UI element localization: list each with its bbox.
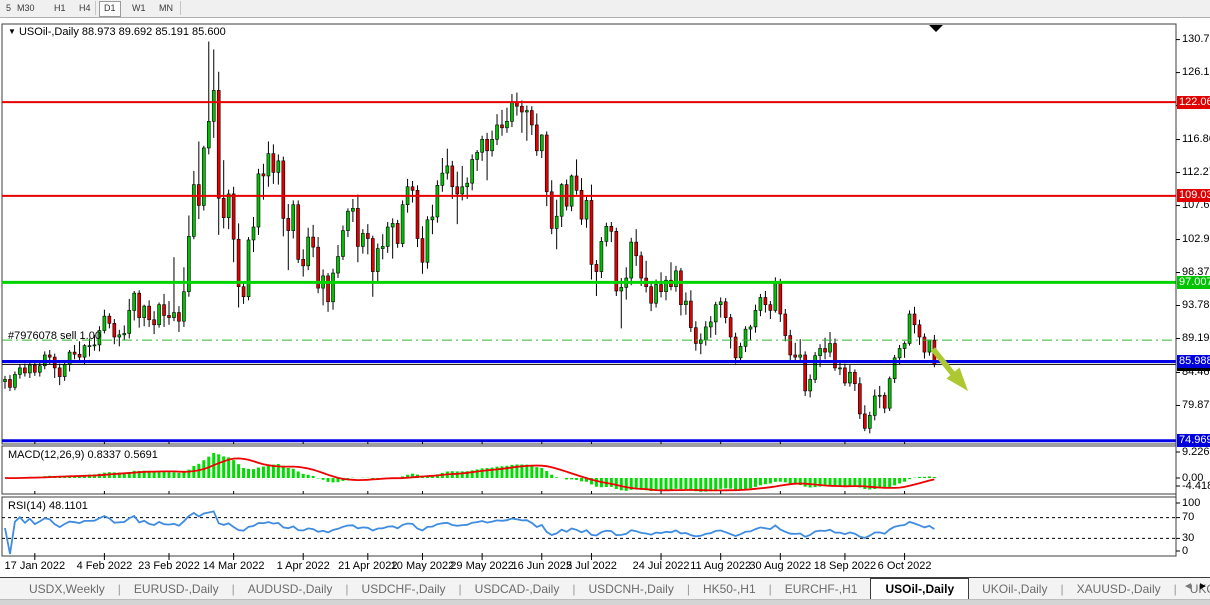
order-line-label: #7976078 sell 1.00	[8, 330, 101, 342]
main-pane-frame	[1, 23, 1177, 445]
window-bottom-strip	[0, 599, 1210, 605]
price-badge-97.007: 97.007	[1177, 275, 1210, 289]
candles-layer	[3, 41, 937, 434]
timeframe-button-m30[interactable]: M30	[17, 3, 35, 13]
chart-tab-bar: USDX,Weekly | EURUSD-,Daily | AUDUSD-,Daily |…	[0, 577, 1210, 605]
price-axis-label: 93.780	[1182, 299, 1210, 311]
macd-axis-label: -4.4188	[1182, 479, 1210, 492]
rsi-axis-label: 100	[1182, 496, 1201, 509]
timeframe-button-5[interactable]: 5	[6, 3, 12, 13]
macd-axis-label: 9.2266	[1182, 445, 1210, 458]
time-axis-label: 30 Aug 2022	[749, 560, 812, 572]
tab-separator: |	[1060, 581, 1064, 596]
price-badge-74.969: 74.969	[1177, 434, 1210, 448]
time-axis-label: 29 May 2022	[450, 560, 514, 572]
macd-pane-frame	[1, 445, 1177, 495]
timeframe-button-mn[interactable]: MN	[159, 3, 173, 13]
timeframe-button-w1[interactable]: W1	[132, 3, 146, 13]
macd-signal-line	[4, 457, 935, 492]
rsi-axis-label: 0	[1182, 544, 1189, 557]
price-axis-label: 126.180	[1182, 66, 1210, 79]
tab-separator: |	[1173, 581, 1177, 596]
rsi-line	[4, 510, 935, 555]
tab-scroll-left-icon[interactable]: ◄	[1183, 581, 1193, 592]
time-axis-label: 23 Feb 2022	[138, 560, 200, 572]
chart-tab-ukoil-da[interactable]: UKOil-,Da	[1189, 581, 1210, 596]
chart-tab-audusd-daily[interactable]: AUDUSD-,Daily	[247, 581, 333, 596]
chart-tab-ukoil-daily[interactable]: UKOil-,Daily	[982, 581, 1048, 596]
chart-shift-marker-triangle-icon	[929, 25, 943, 32]
timeframe-button-h1[interactable]: H1	[54, 3, 66, 13]
timeframe-button-d1[interactable]: D1	[99, 1, 121, 17]
chart-tab-eurchf-h1[interactable]: EURCHF-,H1	[784, 581, 858, 596]
chart-tab-usdx-weekly[interactable]: USDX,Weekly	[29, 581, 105, 596]
tab-separator: |	[768, 581, 772, 596]
tab-separator: |	[686, 581, 690, 596]
time-axis-label: 10 May 2022	[390, 560, 455, 572]
rsi-pane-frame	[1, 496, 1177, 557]
time-axis-label: 17 Jan 2022	[4, 560, 66, 572]
time-axis-label: 18 Sep 2022	[813, 560, 877, 572]
time-axis-label: 14 Mar 2022	[202, 560, 265, 572]
price-axis-label: 102.960	[1182, 233, 1210, 246]
chart-tab-usdcnh-daily[interactable]: USDCNH-,Daily	[588, 581, 674, 596]
tab-separator: |	[231, 581, 235, 596]
tab-separator: |	[345, 581, 349, 596]
time-axis-label: 21 Apr 2022	[338, 560, 398, 572]
chart-tab-usdcad-daily[interactable]: USDCAD-,Daily	[474, 581, 560, 596]
timeframe-button-h4[interactable]: H4	[79, 3, 91, 13]
price-axis-label: 98.370	[1182, 266, 1210, 279]
macd-axis-label: 0.00	[1182, 471, 1204, 484]
tab-separator: |	[572, 581, 576, 596]
time-axis-label: 4 Feb 2022	[76, 560, 133, 572]
chart-tab-usoil-daily[interactable]: USOil-,Daily	[870, 577, 970, 600]
time-axis-label: 5 Jul 2022	[566, 560, 617, 572]
chart-tab-eurusd-daily[interactable]: EURUSD-,Daily	[133, 581, 219, 596]
price-axis-label: 89.190	[1182, 332, 1210, 344]
price-axis-label: 79.875	[1182, 398, 1210, 411]
chart-tab-xauusd-daily[interactable]: XAUUSD-,Daily	[1076, 581, 1161, 596]
time-axis-label: 24 Jul 2022	[632, 560, 690, 572]
time-axis-label: 1 Apr 2022	[276, 560, 330, 572]
down-arrow-object-head-icon	[946, 367, 968, 391]
price-axis-label: 130.770	[1182, 33, 1210, 46]
tab-separator: |	[117, 581, 121, 596]
toolbar-separator	[95, 1, 96, 15]
time-axis-label: 11 Aug 2022	[690, 560, 752, 572]
rsi-axis-label: 30	[1182, 531, 1195, 544]
chart-tab-usdchf-daily[interactable]: USDCHF-,Daily	[361, 581, 446, 596]
chart-title-text: USOil-,Daily 88.973 89.692 85.191 85.600	[18, 26, 226, 38]
chart-tabs: USDX,Weekly | EURUSD-,Daily | AUDUSD-,Daily |…	[0, 577, 1210, 600]
tab-separator: |	[458, 581, 462, 596]
price-badge-85.988: 85.988	[1177, 355, 1210, 369]
time-axis-label: 16 Jun 2022	[511, 560, 573, 572]
chart-title: ▼ USOil-,Daily 88.973 89.692 85.191 85.6…	[8, 26, 226, 38]
toolbar-separator	[180, 1, 181, 15]
tab-scroll-right-icon[interactable]: ►	[1198, 581, 1208, 592]
price-axis-label: 116.865	[1182, 133, 1210, 146]
price-badge-122.066: 122.066	[1177, 95, 1210, 109]
time-axis-label: 6 Oct 2022	[877, 560, 932, 572]
macd-indicator-label: MACD(12,26,9) 0.8337 0.5691	[8, 449, 158, 461]
chart-menu-triangle-down-icon[interactable]: ▼	[8, 27, 16, 36]
price-axis-label: 112.275	[1182, 166, 1210, 179]
price-badge-109.036: 109.036	[1177, 189, 1210, 203]
timeframe-toolbar: 5 M30 H1 H4 D1 W1 MN	[0, 0, 1210, 18]
rsi-indicator-label: RSI(14) 48.1101	[8, 500, 88, 512]
chart-tab-hk50-h1[interactable]: HK50-,H1	[702, 581, 756, 596]
rsi-axis-label: 70	[1182, 511, 1195, 524]
